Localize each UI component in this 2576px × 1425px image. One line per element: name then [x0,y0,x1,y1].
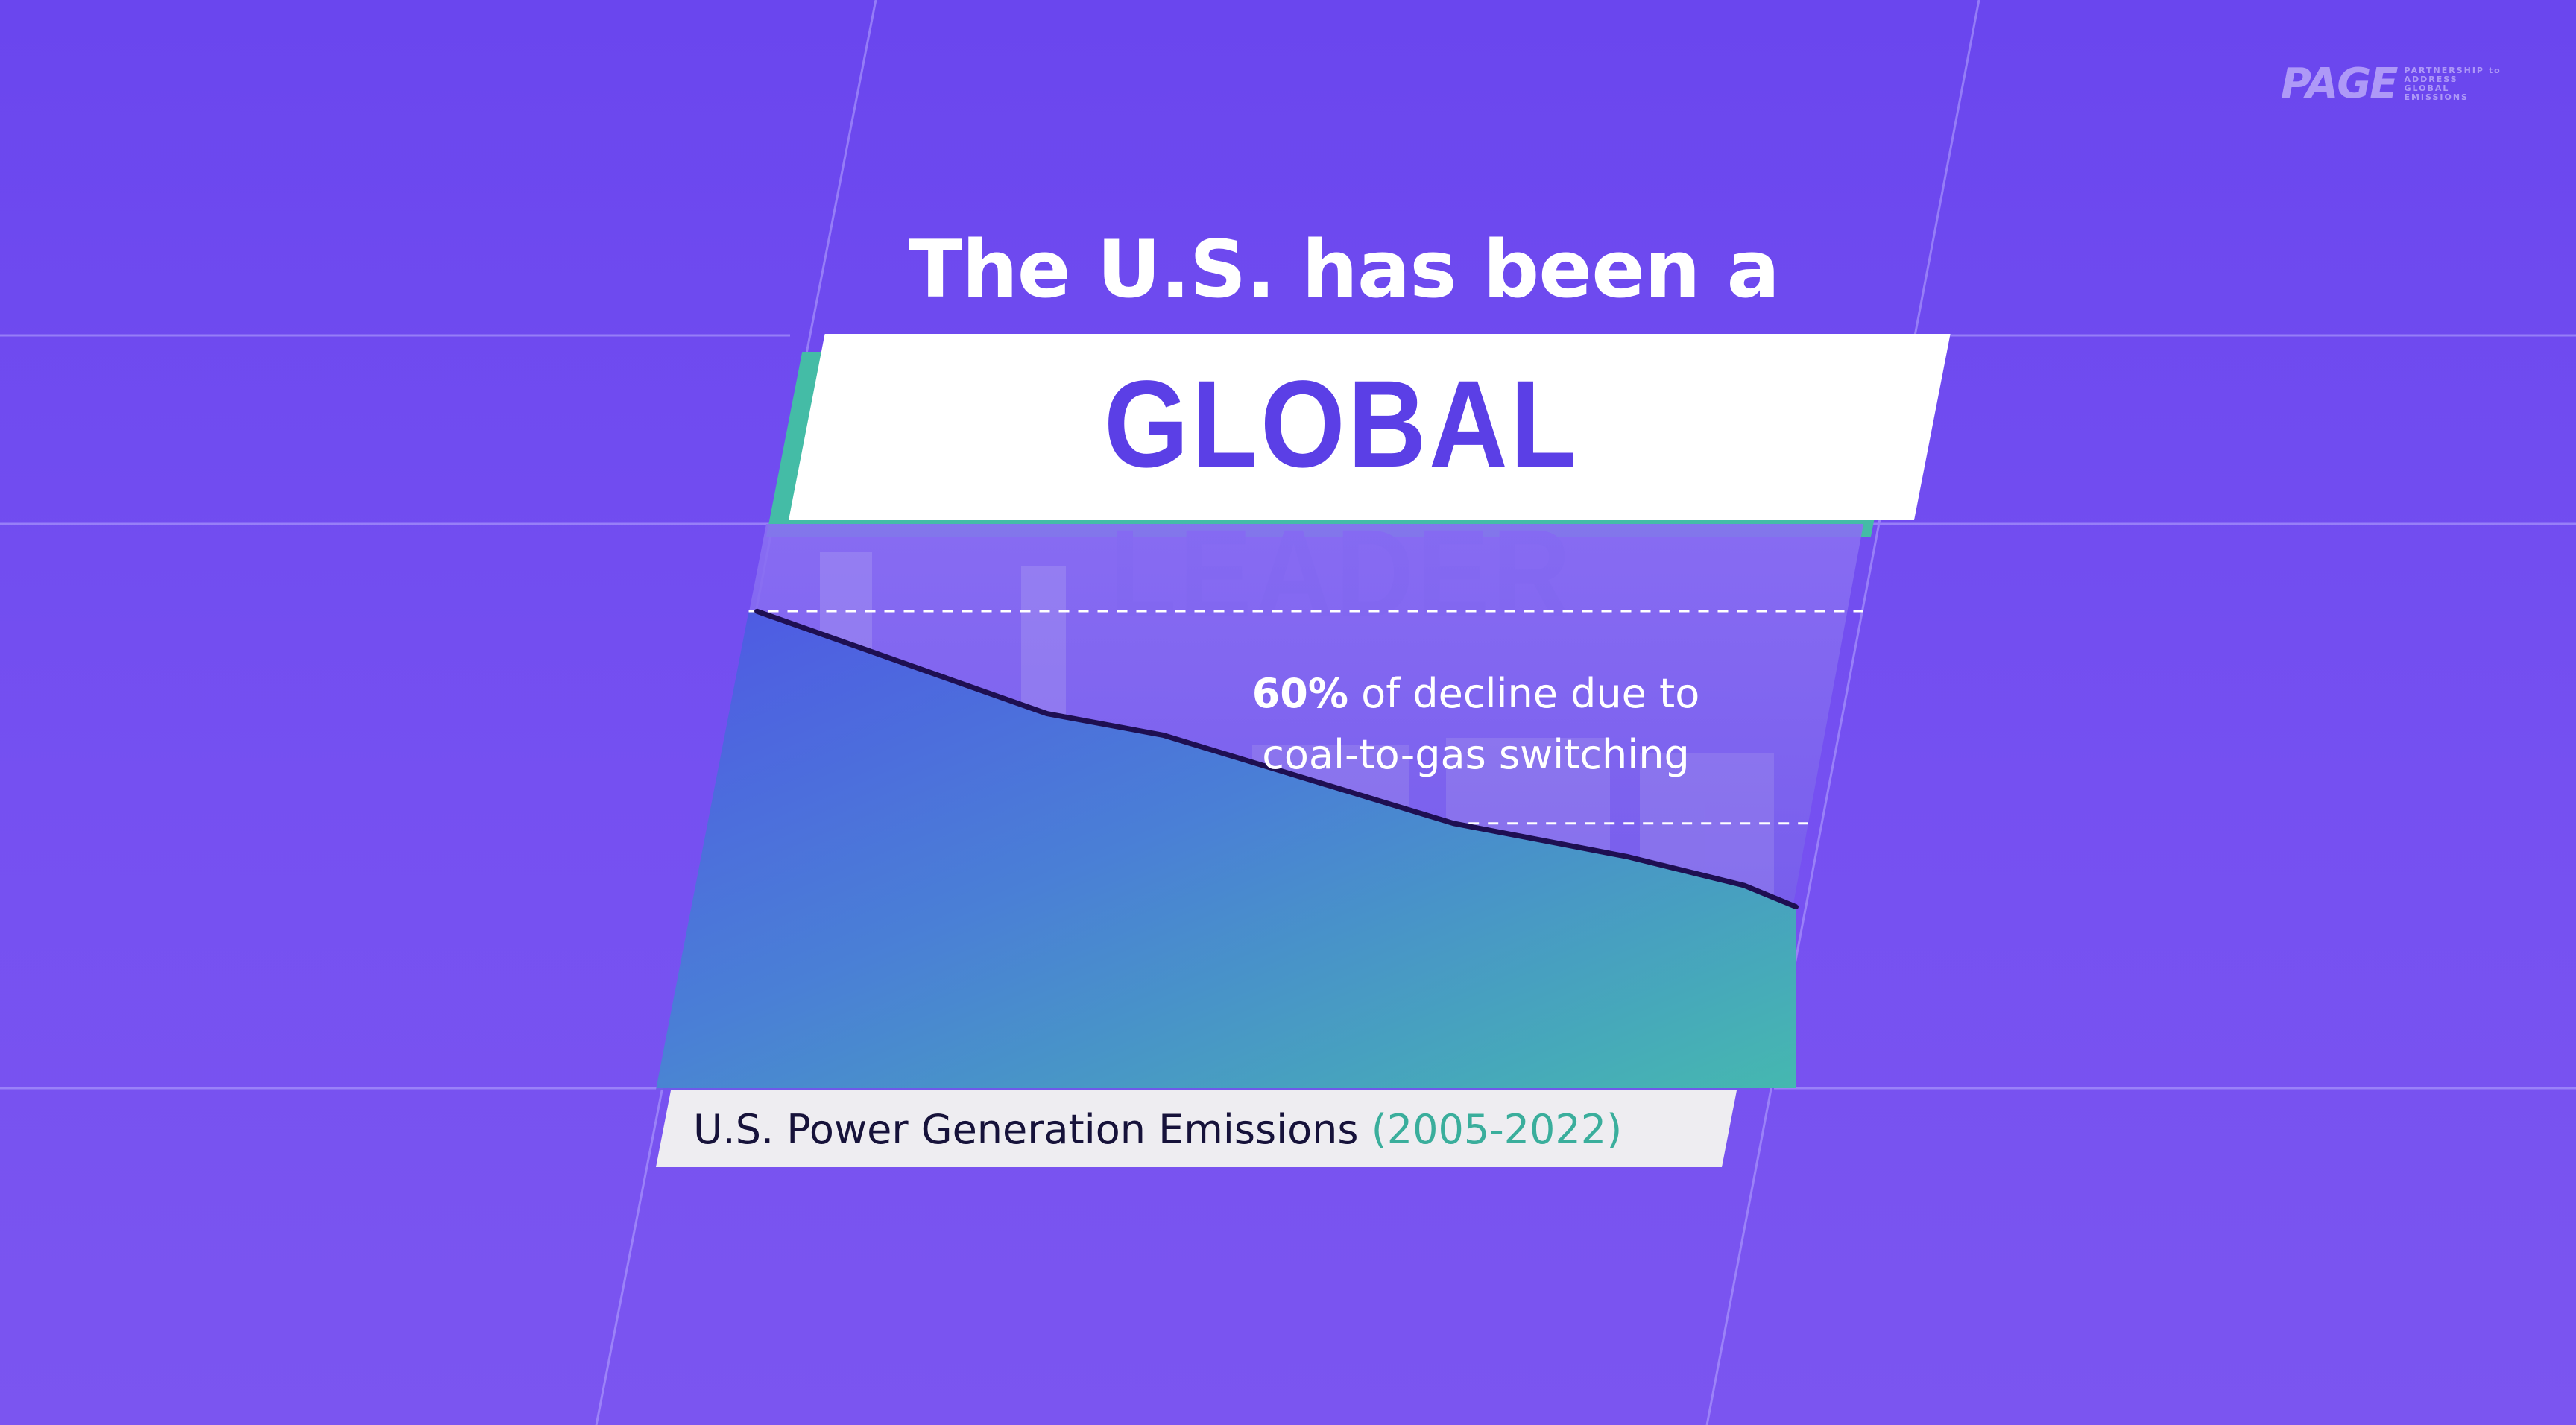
data-point-2005 [754,609,759,613]
data-point-2022 [1741,883,1746,888]
logo-sub-line: ADDRESS [2404,74,2458,84]
emissions-area [656,611,1796,1088]
data-point-2017 [1451,821,1456,826]
annotation-percent: 60% [1251,670,1348,717]
logo-sub-line: GLOBAL [2404,83,2450,93]
page-logo: PAGE PARTNERSHIP to ADDRESS GLOBAL EMISS… [2281,60,2501,108]
headline-lead: The U.S. has been a [909,224,1780,315]
data-point-2022.9 [1794,904,1799,909]
caption-years: (2005-2022) [1371,1106,1623,1153]
logo-sub-line: EMISSIONS [2404,92,2469,102]
caption-label: U.S. Power Generation Emissions [693,1106,1371,1153]
annotation-line2: coal-to-gas switching [1262,731,1690,778]
chart-annotation: 60% of decline due to coal-to-gas switch… [1163,663,1789,786]
data-point-2020 [1626,854,1630,859]
logo-wordmark: PAGE [2281,60,2398,108]
chart-caption: U.S. Power Generation Emissions (2005-20… [693,1094,1752,1166]
annotation-line1: of decline due to [1348,670,1700,717]
data-point-2010 [1044,711,1049,716]
logo-subtitle: PARTNERSHIP to ADDRESS GLOBAL EMISSIONS [2404,66,2501,102]
data-point-2012 [1161,733,1166,738]
logo-sub-line: PARTNERSHIP to [2404,65,2501,75]
